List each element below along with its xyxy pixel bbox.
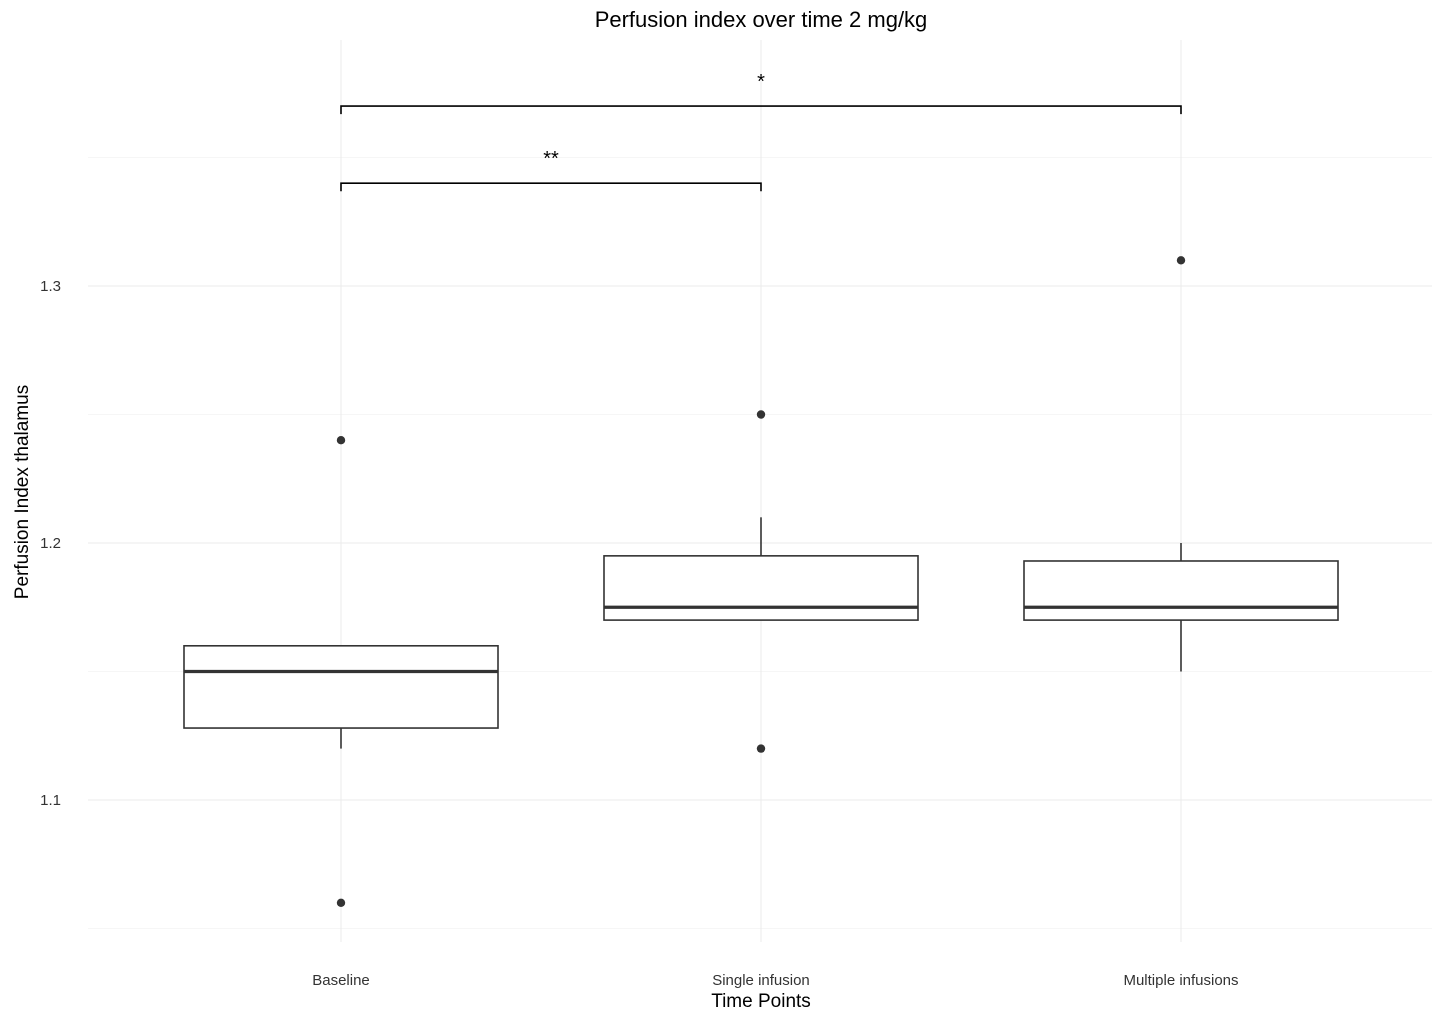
significance-label: ** <box>543 148 559 170</box>
box-group <box>1023 256 1339 672</box>
box-iqr <box>603 555 919 621</box>
x-tick-label: Single infusion <box>712 972 810 989</box>
y-axis-title: Perfusion Index thalamus <box>12 385 33 599</box>
bracket-line <box>340 105 1182 115</box>
boxes <box>183 256 1339 907</box>
y-tick-label: 1.2 <box>40 535 61 552</box>
significance-bracket: ** <box>340 148 762 192</box>
box-group <box>603 410 919 753</box>
outlier-point <box>756 410 766 419</box>
significance-label: * <box>757 71 765 93</box>
box-group <box>183 436 499 907</box>
outlier-point <box>336 898 346 907</box>
chart-title: Perfusion index over time 2 mg/kg <box>595 7 928 32</box>
significance-bracket: * <box>340 71 1182 115</box>
grid <box>88 40 1432 942</box>
y-tick-label: 1.3 <box>40 278 61 295</box>
x-tick-label: Multiple infusions <box>1123 972 1238 989</box>
outlier-point <box>756 744 766 753</box>
y-tick-label: 1.1 <box>40 792 61 809</box>
x-tick-label: Baseline <box>312 972 370 989</box>
axes: 1.1 1.2 1.3 Baseline Single infusion Multiple… <box>40 278 1238 989</box>
x-axis-title: Time Points <box>711 991 811 1010</box>
significance-brackets: *** <box>340 71 1182 192</box>
box-iqr <box>183 644 499 729</box>
outlier-point <box>1176 256 1186 265</box>
outlier-point <box>336 436 346 445</box>
bracket-line <box>340 182 762 192</box>
box-iqr <box>1023 560 1339 621</box>
